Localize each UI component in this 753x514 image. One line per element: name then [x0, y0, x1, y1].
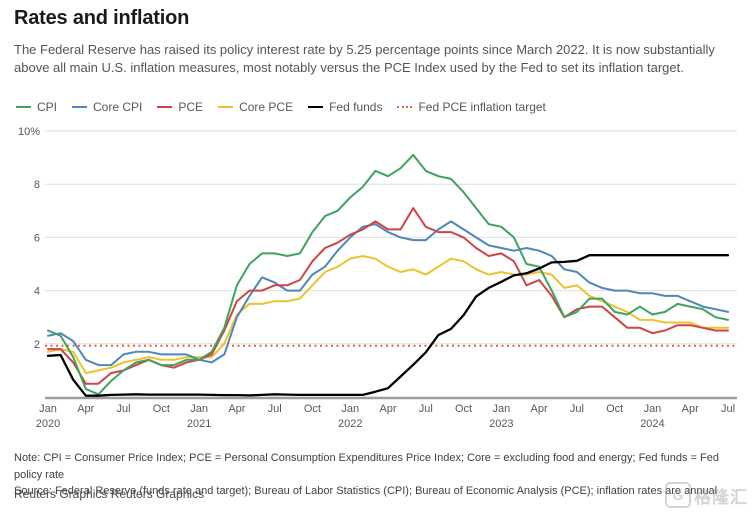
x-tick-label-month: Oct — [455, 403, 472, 415]
legend-swatch-cpi — [16, 106, 31, 108]
x-tick-label-month: Oct — [606, 403, 623, 415]
watermark-g-icon: G — [665, 482, 691, 508]
credit-text: Reuters Graphics Reuters Graphics — [14, 487, 205, 501]
x-tick-label-month: Jan — [39, 403, 57, 415]
x-tick-label-month: Oct — [304, 403, 321, 415]
series-fed-funds-line — [46, 254, 730, 397]
legend-label: Fed funds — [329, 100, 383, 114]
legend-label: Fed PCE inflation target — [418, 100, 546, 114]
legend-label: Core PCE — [239, 100, 294, 114]
x-tick-label-month: Jan — [341, 403, 359, 415]
y-tick-label: 10% — [18, 126, 40, 138]
series-core-cpi-line — [47, 220, 729, 367]
chart-legend: CPI Core CPI PCE Core PCE Fed funds Fed PCE i… — [16, 100, 546, 114]
legend-label: PCE — [178, 100, 204, 114]
note-text: Note: CPI = Consumer Price Index; PCE = … — [14, 452, 719, 481]
legend-item-fed-funds: Fed funds — [308, 100, 382, 114]
source-text: Source: Federal Reserve (funds rate and … — [14, 485, 718, 497]
x-tick-label-month: Jul — [721, 403, 735, 415]
legend-swatch-pce — [157, 106, 173, 108]
page-title: Rates and inflation — [14, 7, 190, 29]
x-tick-label-year: 2024 — [640, 418, 664, 430]
x-tick-label-month: Jan — [492, 403, 510, 415]
x-tick-label-year: 2022 — [338, 418, 362, 430]
legend-item-core-cpi: Core CPI — [72, 100, 142, 114]
y-tick-label: 2 — [34, 339, 40, 351]
y-tick-label: 4 — [34, 286, 40, 298]
rates-inflation-line-chart: 10% 8 6 4 2 Jan 2020 Apr Jul Oct Jan 2021 Apr Jul Oct J… — [18, 126, 737, 430]
series-cpi-line — [47, 153, 729, 396]
x-tick-label-month: Jul — [419, 403, 433, 415]
footnotes: Note: CPI = Consumer Price Index; PCE = … — [14, 450, 749, 500]
legend-item-cpi: CPI — [16, 100, 57, 114]
x-tick-label-month: Jul — [268, 403, 282, 415]
watermark-text: 格隆汇 — [694, 487, 748, 507]
legend-swatch-fed-funds — [308, 106, 324, 108]
legend-label: CPI — [37, 100, 58, 114]
legend-item-fed-pce-inflation-target: Fed PCE inflation target — [397, 100, 546, 114]
legend-swatch-core-pce — [218, 106, 234, 108]
legend-swatch-core-cpi — [72, 106, 88, 108]
x-tick-label-month: Apr — [379, 403, 396, 415]
watermark-logo: G 格隆汇 — [665, 482, 748, 508]
y-tick-label: 6 — [34, 232, 40, 244]
x-tick-label-year: 2020 — [36, 418, 60, 430]
legend-label: Core CPI — [93, 100, 143, 114]
x-tick-label-month: Apr — [228, 403, 245, 415]
series-core-pce-line — [47, 255, 729, 375]
y-tick-label: 8 — [34, 179, 40, 191]
legend-item-core-pce: Core PCE — [218, 100, 293, 114]
x-tick-label-month: Oct — [153, 403, 170, 415]
x-tick-label-month: Jul — [570, 403, 584, 415]
legend-item-pce: PCE — [157, 100, 203, 114]
legend-swatch-fed-pce-inflation-target — [397, 106, 413, 108]
x-tick-label-month: Apr — [531, 403, 548, 415]
x-tick-label-month: Jul — [117, 403, 131, 415]
x-tick-label-month: Jan — [190, 403, 208, 415]
x-tick-label-month: Apr — [682, 403, 699, 415]
x-tick-label-year: 2023 — [489, 418, 513, 430]
chart-subtitle: The Federal Reserve has raised its polic… — [14, 42, 715, 76]
x-tick-label-month: Apr — [77, 403, 94, 415]
x-tick-label-month: Jan — [644, 403, 662, 415]
x-tick-label-year: 2021 — [187, 418, 211, 430]
